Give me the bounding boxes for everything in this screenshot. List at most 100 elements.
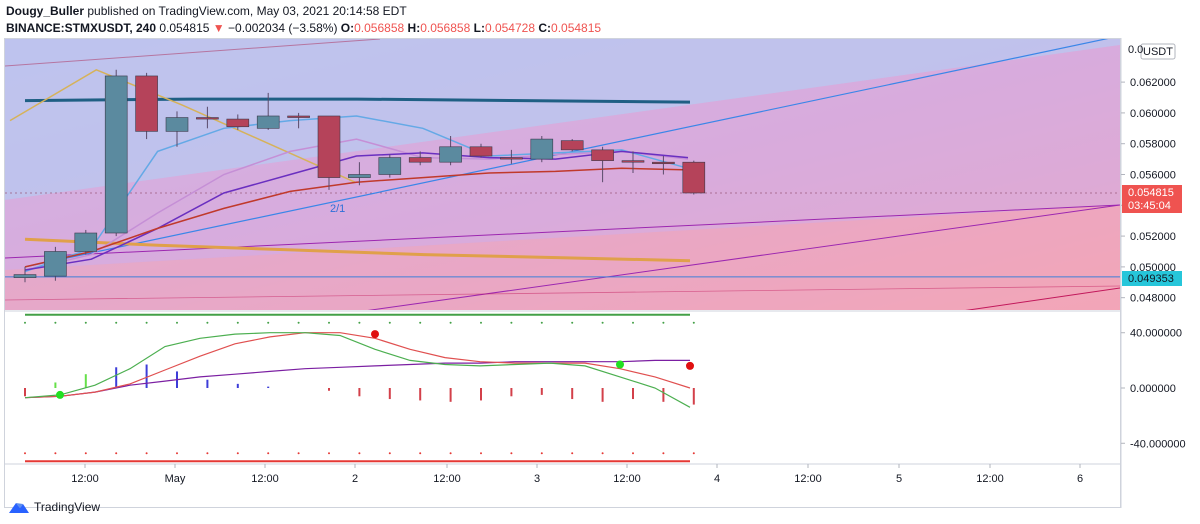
- candle-body: [500, 157, 523, 160]
- osc-lower-dot: [236, 452, 239, 455]
- low-label: L:: [473, 21, 485, 35]
- osc-cross-marker: [371, 330, 379, 339]
- osc-upper-dot: [449, 321, 452, 324]
- oscillator: [24, 313, 695, 463]
- osc-cross-marker: [56, 390, 64, 399]
- candle-body: [682, 161, 706, 194]
- candle-body: [74, 232, 98, 252]
- price-tick-label: 0.048000: [1130, 293, 1176, 305]
- candle-body: [44, 251, 67, 277]
- published-text: published on TradingView.com, May 03, 20…: [87, 4, 407, 18]
- osc-upper-dot: [176, 321, 178, 324]
- ma-purple-line: [24, 150, 689, 271]
- price-tick-label: 0.062000: [1130, 77, 1176, 89]
- osc-tick-label: -40.000000: [1130, 438, 1186, 450]
- candle-body: [104, 75, 128, 234]
- time-tick-label: 12:00: [613, 473, 641, 485]
- ma-lavender-line: [24, 138, 689, 271]
- tradingview-logo-icon: [9, 503, 29, 513]
- time-axis[interactable]: 12:00 May 12:00 2 12:00 3 12:00 4 12:00 5 12:00 6: [71, 464, 1083, 485]
- support-price-tag: 0.049353: [1122, 271, 1182, 286]
- osc-upper-dot: [115, 321, 118, 324]
- osc-lower-dot: [267, 452, 270, 455]
- candle-body: [378, 157, 402, 175]
- publish-info: Dougy_Buller published on TradingView.co…: [6, 4, 407, 18]
- ma-light-blue-line: [24, 115, 689, 273]
- osc-upper-dot: [480, 321, 482, 324]
- osc-red-line: [24, 332, 691, 399]
- osc-cross-marker: [616, 360, 624, 369]
- price-tick-label: 0.050000: [1130, 262, 1176, 274]
- candlesticks: [13, 69, 706, 283]
- osc-lower-dot: [24, 452, 26, 455]
- osc-lower-dot: [632, 452, 634, 455]
- osc-upper-dot: [206, 321, 209, 324]
- osc-upper-dot: [692, 321, 695, 324]
- time-tick-label: 12:00: [71, 473, 99, 485]
- osc-upper-dot: [297, 321, 300, 324]
- osc-lower-dot: [145, 452, 148, 455]
- last-price-tag-box: [1122, 185, 1182, 213]
- main-pane: 2/1: [5, 39, 1120, 310]
- osc-upper-dot: [84, 321, 87, 324]
- osc-upper-dot: [145, 321, 148, 324]
- fan-line-purple: [5, 204, 1120, 259]
- osc-upper-dot: [328, 321, 330, 324]
- candle-body: [165, 117, 189, 132]
- oscillator-pane: [5, 312, 1120, 464]
- support-price-value: 0.049353: [1128, 273, 1174, 285]
- support-price-tag-box: [1122, 271, 1182, 286]
- last-price-value: 0.054815: [1128, 187, 1174, 199]
- osc-upper-dot: [236, 321, 239, 324]
- down-arrow-icon: ▼: [212, 21, 225, 35]
- time-tick-label: 2: [352, 473, 358, 485]
- osc-lower-dot: [84, 452, 87, 455]
- last-value: 0.054815: [159, 21, 210, 35]
- fan-line-red-2: [5, 285, 1120, 301]
- osc-purple-line: [24, 359, 690, 399]
- price-tick-label: 0.052000: [1130, 231, 1176, 243]
- fan-ratio-label: 2/1: [330, 203, 345, 215]
- time-tick-label: 12:00: [251, 473, 279, 485]
- osc-upper-dot: [388, 321, 391, 324]
- osc-lower-dot: [388, 452, 391, 455]
- high-value: 0.056858: [420, 21, 471, 35]
- osc-upper-dot: [510, 321, 513, 324]
- bar-countdown: 03:45:04: [1128, 200, 1171, 212]
- osc-upper-dot: [571, 321, 574, 324]
- osc-lower-dot: [662, 452, 665, 455]
- candle-body: [135, 75, 158, 132]
- candle-body: [348, 174, 371, 178]
- time-tick-label: 12:00: [433, 473, 461, 485]
- fan-line-top: [5, 39, 381, 67]
- currency-badge-box: [1140, 43, 1176, 60]
- zigzag-line: [9, 68, 356, 183]
- candle-body: [439, 146, 462, 163]
- osc-upper-dot: [540, 321, 543, 324]
- time-tick-label: May: [165, 473, 186, 485]
- ma-orange-line: [24, 237, 691, 263]
- osc-lower-dot: [449, 452, 452, 455]
- osc-upper-dot: [54, 321, 57, 324]
- oscillator-axis[interactable]: 40.000000 0.000000 -40.000000: [1121, 328, 1186, 451]
- candle-body: [652, 161, 675, 165]
- osc-tick-label: 0.000000: [1130, 383, 1176, 395]
- change-value: −0.002034 (−3.58%): [228, 21, 338, 35]
- last-price-tag: 0.054815 03:45:04: [1122, 185, 1182, 213]
- osc-lower-dot: [176, 452, 178, 455]
- publisher-name: Dougy_Buller: [6, 4, 85, 18]
- open-value: 0.056858: [354, 21, 405, 35]
- osc-upper-dot: [601, 321, 604, 324]
- osc-upper-dot: [24, 321, 26, 324]
- osc-lower-dot: [510, 452, 513, 455]
- candle-body: [560, 140, 584, 151]
- fan-line-red: [965, 287, 1120, 310]
- tradingview-logo[interactable]: TradingView: [8, 499, 100, 515]
- osc-upper-dot: [662, 321, 665, 324]
- currency-badge[interactable]: USDT: [1140, 43, 1176, 60]
- osc-lower-dot: [328, 452, 330, 455]
- high-label: H:: [407, 21, 421, 35]
- osc-lower-dot: [54, 452, 57, 455]
- symbol-label: BINANCE:STMXUSDT, 240: [6, 21, 157, 35]
